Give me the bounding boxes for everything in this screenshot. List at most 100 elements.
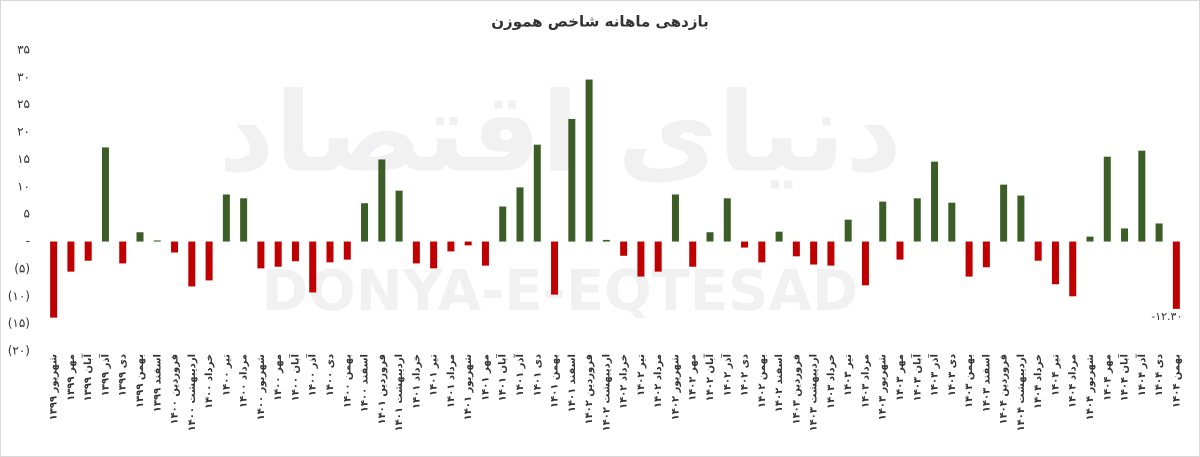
x-tick-label: مهر ۱۴۰۲ [688,354,699,401]
bar [101,147,109,242]
x-tick-label: آذر ۱۴۰۲ [720,353,733,396]
x-tick-label: تیر ۱۴۰۴ [1050,354,1061,396]
x-tick-label: مهر ۱۴۰۱ [480,354,491,401]
x-tick-label: اسفند ۱۴۰۰ [360,354,371,412]
x-tick-label: مرداد ۱۴۰۴ [1068,354,1079,408]
bar [741,241,749,248]
bar [1103,156,1111,242]
bar [1138,150,1146,242]
bar [67,241,75,272]
x-tick-label: آبان ۱۴۰۴ [1118,353,1131,401]
x-tick-label: شهریور ۱۴۰۱ [463,354,474,421]
bar [861,241,869,286]
bar [585,79,593,242]
bar [1034,241,1042,261]
bar [326,241,334,263]
x-tick-label: بهمن ۱۳۹۹ [135,354,146,408]
x-tick-label: اسفند ۱۴۰۲ [774,354,785,412]
x-tick-label: خرداد ۱۴۰۲ [619,354,630,409]
bar [637,241,645,277]
bar [222,194,230,242]
bar [896,241,904,260]
x-tick-label: آبان ۱۴۰۳ [910,353,923,401]
x-tick-label: شهریور ۱۳۹۹ [49,354,60,421]
x-tick-label: دی ۱۳۹۹ [118,354,129,396]
x-tick-label: بهمن ۱۴۰۰ [342,354,353,408]
bar [257,241,265,269]
y-tick-label: ۲۵ [17,97,30,111]
x-tick-label: آبان ۱۴۰۲ [703,353,716,401]
bar [50,241,58,318]
bar [84,241,92,261]
x-tick-label: مرداد ۱۴۰۳ [860,354,871,408]
bar [119,241,127,264]
bar [499,206,507,242]
bar [361,203,369,242]
x-tick-label: دی ۱۴۰۲ [740,354,751,396]
x-tick-label: آبان ۱۳۹۹ [81,353,94,401]
x-tick-label: دی ۱۴۰۰ [325,354,336,396]
x-tick-label: مرداد ۱۴۰۲ [653,354,664,408]
y-tick-label: ۳۰ [17,70,30,84]
x-tick-label: اردیبهشت ۱۴۰۳ [809,354,820,431]
bar [602,239,610,242]
chart-title: بازدهی ماهانه شاخص هموزن [491,13,708,31]
bar [533,144,541,242]
x-tick-label: بهمن ۱۴۰۳ [964,354,975,408]
bar [240,198,248,242]
x-tick-label: دی ۱۴۰۱ [532,354,543,396]
bar [1051,241,1059,285]
y-tick-label: (۱۵) [8,316,30,330]
bar [291,241,299,262]
x-tick-label: مهر ۱۴۰۰ [273,354,284,401]
x-tick-label: آبان ۱۴۰۰ [288,353,301,401]
watermark: DONYA-E-EQTESAD [262,259,859,324]
x-tick-label: دی ۱۴۰۴ [1154,354,1165,396]
bar [931,161,939,242]
bar [343,241,351,260]
bar [1121,228,1129,242]
x-tick-label: تیر ۱۴۰۰ [221,354,232,396]
x-tick-label: اسفند ۱۴۰۱ [567,354,578,412]
x-tick-label: اردیبهشت ۱۴۰۱ [394,354,405,431]
x-tick-label: آذر ۱۴۰۰ [306,353,319,396]
x-tick-label: فروردین ۱۴۰۱ [377,354,388,425]
bar [1086,236,1094,242]
x-tick-label: مرداد ۱۴۰۱ [446,354,457,408]
x-tick-label: اردیبهشت ۱۴۰۰ [187,354,198,431]
x-tick-label: دی ۱۴۰۳ [947,354,958,396]
x-tick-label: اردیبهشت ۱۴۰۲ [601,354,612,431]
bar [1155,223,1163,242]
bar [274,241,282,267]
x-tick-label: فروردین ۱۴۰۰ [170,354,181,425]
bar [447,241,455,252]
x-tick-label: خرداد ۱۴۰۰ [204,354,215,409]
bar [171,241,179,253]
bar [723,198,731,242]
x-tick-label: شهریور ۱۴۰۴ [1085,354,1096,421]
bar [1069,241,1077,297]
x-tick-label: تیر ۱۴۰۲ [636,354,647,396]
x-tick-label: خرداد ۱۴۰۴ [1033,354,1044,409]
x-tick-label: تیر ۱۴۰۱ [429,354,440,396]
x-tick-label: فروردین ۱۴۰۴ [999,354,1010,425]
y-tick-label: ۲۰ [17,125,30,139]
bar [516,187,524,242]
bar [205,241,213,281]
bar [481,241,489,266]
bar [982,241,990,268]
x-tick-label: خرداد ۱۴۰۳ [826,354,837,409]
bar [775,231,783,242]
x-tick-label: شهریور ۱۴۰۲ [670,354,681,421]
bar [568,118,576,242]
bar [309,241,317,293]
x-tick-label: شهریور ۱۴۰۰ [256,354,267,421]
bar [136,232,144,242]
y-tick-label: - [26,234,30,248]
x-tick-label: آذر ۱۴۰۱ [513,353,526,396]
bar [1017,195,1025,242]
x-tick-label: بهمن ۱۴۰۲ [757,354,768,408]
bar [671,194,679,242]
